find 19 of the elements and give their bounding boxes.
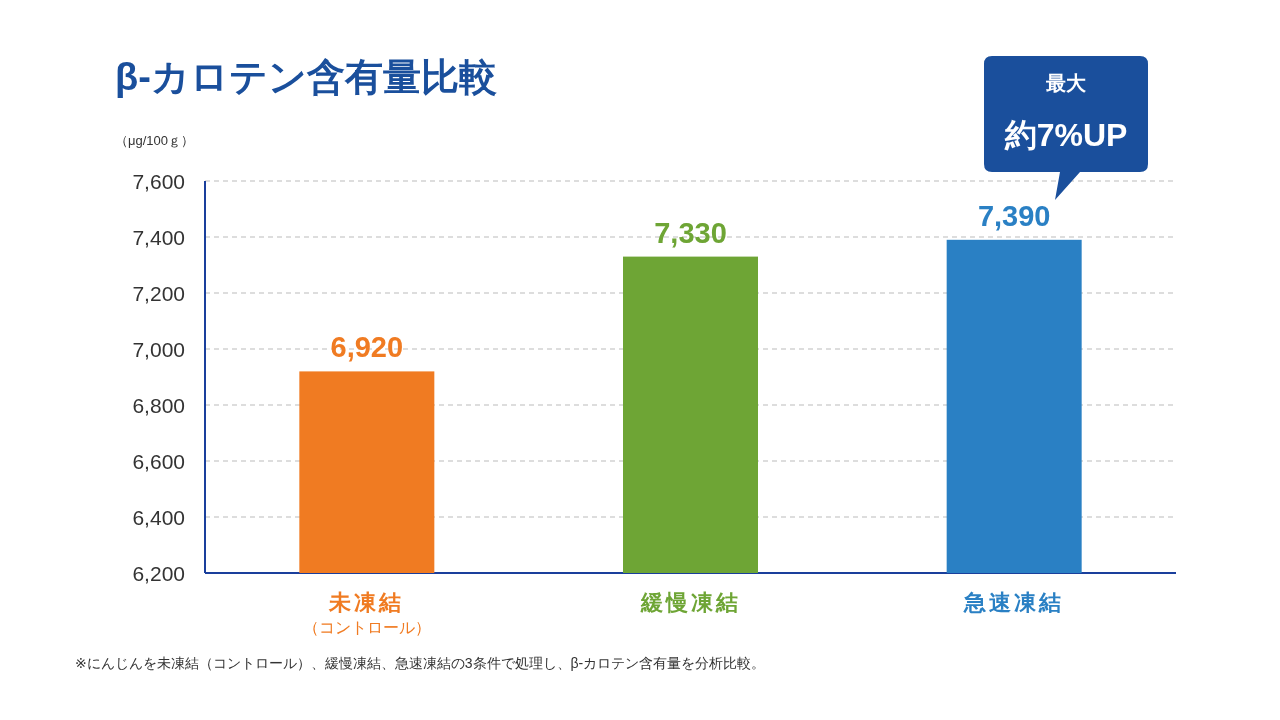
x-tick-label: 緩慢凍結: [639, 590, 741, 615]
y-axis-title: （μg/100ｇ）: [115, 133, 195, 148]
data-label: 7,330: [654, 216, 727, 249]
x-tick-label: 急速凍結: [963, 590, 1065, 615]
y-tick-label: 7,000: [132, 338, 185, 361]
y-tick-label: 6,400: [132, 506, 185, 529]
y-tick-label: 7,400: [132, 226, 185, 249]
y-tick-label: 6,600: [132, 450, 185, 473]
y-tick-label: 6,800: [132, 394, 185, 417]
data-label: 6,920: [330, 331, 404, 364]
data-label: 7,390: [977, 199, 1051, 232]
y-tick-label: 7,600: [132, 170, 185, 193]
y-tick-label: 7,200: [132, 282, 185, 305]
y-tick-label: 6,200: [132, 562, 185, 585]
chart-title: β-カロテン含有量比較: [115, 56, 497, 98]
text: 最大: [1045, 72, 1087, 94]
text: ※にんじんを未凍結（コントロール）、緩慢凍結、急速凍結の3条件で処理し、β-カロテン含有量を分析比較。: [75, 655, 766, 671]
x-tick-label: 未凍結（コントロール）: [302, 590, 431, 636]
text: 約7%UP: [1003, 117, 1128, 153]
